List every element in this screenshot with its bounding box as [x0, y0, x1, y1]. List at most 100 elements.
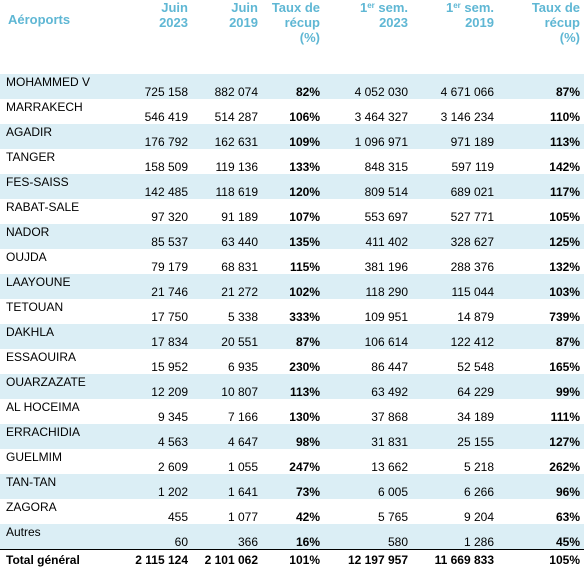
cell-recovery-rate: 16%	[262, 524, 324, 550]
cell-june-2023: 176 792	[118, 124, 192, 149]
cell-airport-name: ZAGORA	[0, 499, 118, 524]
cell-recovery-rate: 82%	[262, 74, 324, 99]
cell-first-half-2019: 3 146 234	[412, 99, 498, 124]
cell-first-half-2019: 527 771	[412, 199, 498, 224]
cell-first-half-2019: 25 155	[412, 424, 498, 449]
cell-june-2023: 21 746	[118, 274, 192, 299]
cell-recovery-rate-half: 111%	[498, 399, 584, 424]
cell-recovery-rate-half: 99%	[498, 374, 584, 399]
cell-recovery-rate: 98%	[262, 424, 324, 449]
cell-recovery-rate-half: 63%	[498, 499, 584, 524]
cell-june-2023: 79 179	[118, 249, 192, 274]
header-first-half-2023: 1er sem.2023	[324, 0, 412, 74]
cell-june-2023: 2 609	[118, 449, 192, 474]
cell-recovery-rate-half: 87%	[498, 324, 584, 349]
cell-airport-name: MOHAMMED V	[0, 74, 118, 99]
cell-recovery-rate-half: 127%	[498, 424, 584, 449]
cell-airport-name: OUARZAZATE	[0, 374, 118, 399]
cell-airport-name: GUELMIM	[0, 449, 118, 474]
cell-first-half-2019: 288 376	[412, 249, 498, 274]
cell-recovery-rate: 109%	[262, 124, 324, 149]
cell-june-2023: 1 202	[118, 474, 192, 499]
cell-airport-name: NADOR	[0, 224, 118, 249]
cell-june-2023: 85 537	[118, 224, 192, 249]
cell-recovery-rate: 247%	[262, 449, 324, 474]
cell-first-half-2023: 4 052 030	[324, 74, 412, 99]
cell-airport-name: AL HOCEIMA	[0, 399, 118, 424]
cell-june-2019: 882 074	[192, 74, 262, 99]
cell-recovery-rate-half: 117%	[498, 174, 584, 199]
header-airports: Aéroports	[0, 0, 118, 74]
cell-airport-name: Autres	[0, 524, 118, 550]
cell-airport-name: TANGER	[0, 149, 118, 174]
cell-recovery-rate: 102%	[262, 274, 324, 299]
cell-june-2023: 15 952	[118, 349, 192, 374]
cell-first-half-2019: 4 671 066	[412, 74, 498, 99]
cell-first-half-2019: 328 627	[412, 224, 498, 249]
cell-first-half-2019: 597 119	[412, 149, 498, 174]
cell-recovery-rate: 87%	[262, 324, 324, 349]
cell-recovery-rate-half: 96%	[498, 474, 584, 499]
cell-first-half-2019: 115 044	[412, 274, 498, 299]
cell-june-2019: 1 055	[192, 449, 262, 474]
cell-airport-name: RABAT-SALE	[0, 199, 118, 224]
cell-recovery-rate: 115%	[262, 249, 324, 274]
header-first-half-2019: 1er sem.2019	[412, 0, 498, 74]
cell-first-half-2019: 52 548	[412, 349, 498, 374]
cell-first-half-2023: 411 402	[324, 224, 412, 249]
cell-recovery-rate-half: 87%	[498, 74, 584, 99]
cell-june-2023: 142 485	[118, 174, 192, 199]
cell-airport-name: FES-SAISS	[0, 174, 118, 199]
total-cell-recovery-rate-half: 105%	[498, 550, 584, 570]
cell-recovery-rate: 133%	[262, 149, 324, 174]
cell-recovery-rate-half: 103%	[498, 274, 584, 299]
cell-june-2019: 119 136	[192, 149, 262, 174]
cell-june-2019: 162 631	[192, 124, 262, 149]
cell-airport-name: LAAYOUNE	[0, 274, 118, 299]
cell-first-half-2019: 1 286	[412, 524, 498, 550]
cell-june-2019: 91 189	[192, 199, 262, 224]
cell-airport-name: ESSAOUIRA	[0, 349, 118, 374]
cell-airport-name: AGADIR	[0, 124, 118, 149]
cell-first-half-2023: 553 697	[324, 199, 412, 224]
cell-june-2019: 514 287	[192, 99, 262, 124]
cell-recovery-rate-half: 113%	[498, 124, 584, 149]
cell-first-half-2019: 122 412	[412, 324, 498, 349]
cell-first-half-2023: 86 447	[324, 349, 412, 374]
cell-first-half-2023: 37 868	[324, 399, 412, 424]
cell-june-2023: 9 345	[118, 399, 192, 424]
total-cell-june-2019: 2 101 062	[192, 550, 262, 570]
cell-first-half-2019: 14 879	[412, 299, 498, 324]
cell-recovery-rate-half: 739%	[498, 299, 584, 324]
cell-june-2023: 12 209	[118, 374, 192, 399]
cell-june-2019: 63 440	[192, 224, 262, 249]
cell-june-2019: 5 338	[192, 299, 262, 324]
cell-recovery-rate: 106%	[262, 99, 324, 124]
cell-first-half-2019: 6 266	[412, 474, 498, 499]
cell-first-half-2023: 109 951	[324, 299, 412, 324]
cell-first-half-2023: 3 464 327	[324, 99, 412, 124]
cell-june-2019: 4 647	[192, 424, 262, 449]
total-cell-recovery-rate: 101%	[262, 550, 324, 570]
cell-recovery-rate: 113%	[262, 374, 324, 399]
cell-first-half-2023: 13 662	[324, 449, 412, 474]
cell-june-2019: 20 551	[192, 324, 262, 349]
cell-first-half-2019: 64 229	[412, 374, 498, 399]
